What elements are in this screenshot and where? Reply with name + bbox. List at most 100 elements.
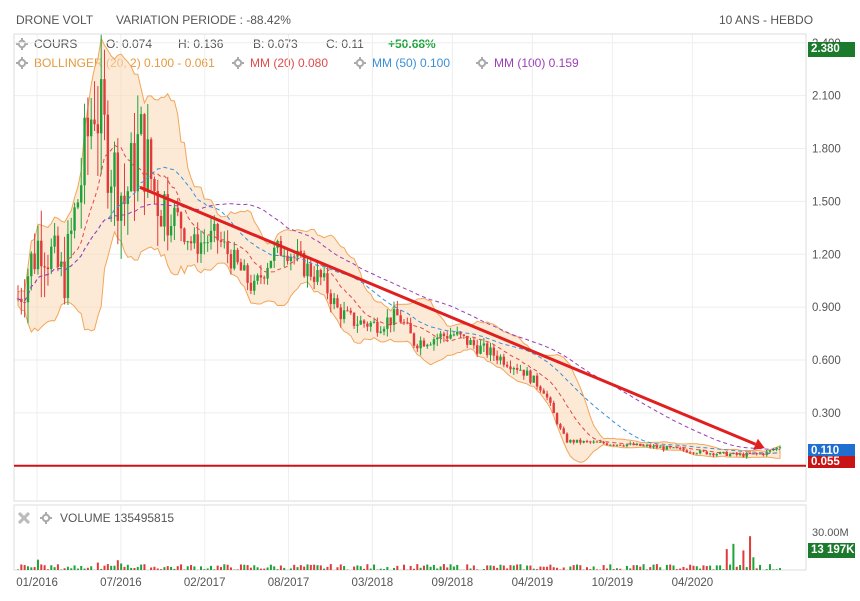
candle-body	[113, 152, 116, 187]
candle-body	[332, 298, 336, 305]
volume-bar	[419, 567, 422, 570]
candle-body	[649, 445, 652, 448]
candle-body	[532, 375, 535, 383]
volume-bar	[699, 568, 702, 570]
candle-body	[755, 453, 758, 455]
candle-body	[153, 179, 156, 191]
gear-icon[interactable]	[476, 57, 488, 69]
candle-body	[645, 445, 649, 447]
candle-body	[562, 428, 565, 434]
candle-body	[416, 345, 419, 349]
volume-bar	[96, 562, 99, 570]
volume-bar	[436, 568, 439, 570]
volume-bar	[496, 567, 499, 570]
candle-body	[359, 320, 362, 325]
volume-bar	[502, 565, 505, 570]
candle-body	[452, 334, 456, 336]
volume-bar	[456, 564, 459, 570]
volume-bar	[126, 564, 129, 570]
candle-body	[392, 309, 396, 326]
volume-bar	[509, 565, 512, 570]
volume-bar	[449, 564, 452, 570]
volume-bar	[116, 560, 119, 570]
volume-bar	[136, 566, 139, 570]
candle-body	[253, 280, 256, 291]
volume-bar	[589, 569, 592, 570]
period-label[interactable]: 10 ANS - HEBDO	[719, 13, 814, 27]
change-value: +50.68%	[388, 37, 436, 51]
volume-bar	[612, 569, 615, 570]
volume-bar	[103, 565, 106, 570]
volume-bar	[343, 566, 346, 570]
volume-bar	[715, 565, 718, 570]
volume-bar	[432, 564, 435, 570]
volume-bar	[379, 568, 382, 570]
candle-body	[509, 366, 512, 370]
y-tick-label: 0.600	[812, 355, 841, 367]
volume-bar	[353, 566, 356, 570]
gear-icon[interactable]	[232, 57, 244, 69]
close-icon[interactable]	[18, 512, 30, 524]
candle-body	[123, 195, 126, 205]
volume-bar	[359, 566, 362, 570]
gear-icon[interactable]	[40, 512, 52, 524]
volume-bar	[86, 567, 89, 570]
candle-body	[429, 344, 432, 346]
candle-body	[299, 250, 303, 253]
volume-bar	[256, 567, 259, 570]
volume-bar	[486, 565, 489, 570]
volume-bar	[752, 557, 755, 570]
candle-body	[619, 444, 622, 446]
gear-icon[interactable]	[16, 38, 28, 50]
volume-bar	[193, 566, 196, 570]
volume-bar	[625, 565, 628, 570]
volume-bar	[732, 543, 735, 570]
candle-body	[109, 186, 113, 193]
volume-bar	[393, 567, 396, 570]
gear-icon[interactable]	[354, 57, 366, 69]
x-tick-label: 10/2019	[592, 577, 634, 589]
y-tick-label: 0.900	[812, 302, 841, 314]
volume-label: VOLUME 135495815	[60, 511, 175, 525]
trend-line[interactable]	[139, 185, 757, 446]
candle-body	[90, 119, 93, 137]
volume-bar	[645, 569, 648, 570]
volume-bar	[273, 566, 276, 570]
candle-body	[712, 453, 715, 456]
volume-bar	[679, 568, 682, 570]
candle-body	[43, 266, 46, 268]
candle-body	[219, 240, 223, 242]
volume-bar	[80, 565, 83, 570]
candle-body	[206, 242, 209, 244]
volume-bar	[712, 569, 715, 570]
candle-body	[685, 450, 689, 453]
candle-body	[722, 451, 725, 453]
volume-bar	[709, 565, 712, 570]
candle-body	[742, 453, 745, 457]
gear-icon[interactable]	[16, 57, 28, 69]
candle-body	[336, 298, 339, 308]
candle-body	[83, 117, 86, 186]
volume-bar	[506, 568, 509, 570]
candle-body	[439, 333, 442, 338]
legend-mm100: MM (100) 0.159	[476, 56, 579, 70]
candle-body	[63, 261, 66, 299]
volume-bar	[279, 565, 282, 570]
volume-bar	[63, 568, 66, 570]
volume-bar	[559, 569, 562, 570]
candle-body	[612, 444, 615, 446]
volume-bar	[402, 564, 405, 570]
x-tick-label: 04/2019	[512, 577, 554, 589]
legend-mm50: MM (50) 0.100	[354, 56, 450, 70]
candle-body	[479, 345, 482, 354]
candle-body	[592, 441, 595, 443]
candle-body	[572, 440, 575, 443]
candle-body	[442, 333, 446, 337]
candle-body	[582, 440, 585, 443]
volume-bar	[40, 564, 43, 570]
price-frame	[13, 33, 807, 502]
high-value: H: 0.136	[178, 37, 224, 51]
candle-body	[466, 335, 469, 345]
y-tick-label: 1.500	[812, 196, 841, 208]
